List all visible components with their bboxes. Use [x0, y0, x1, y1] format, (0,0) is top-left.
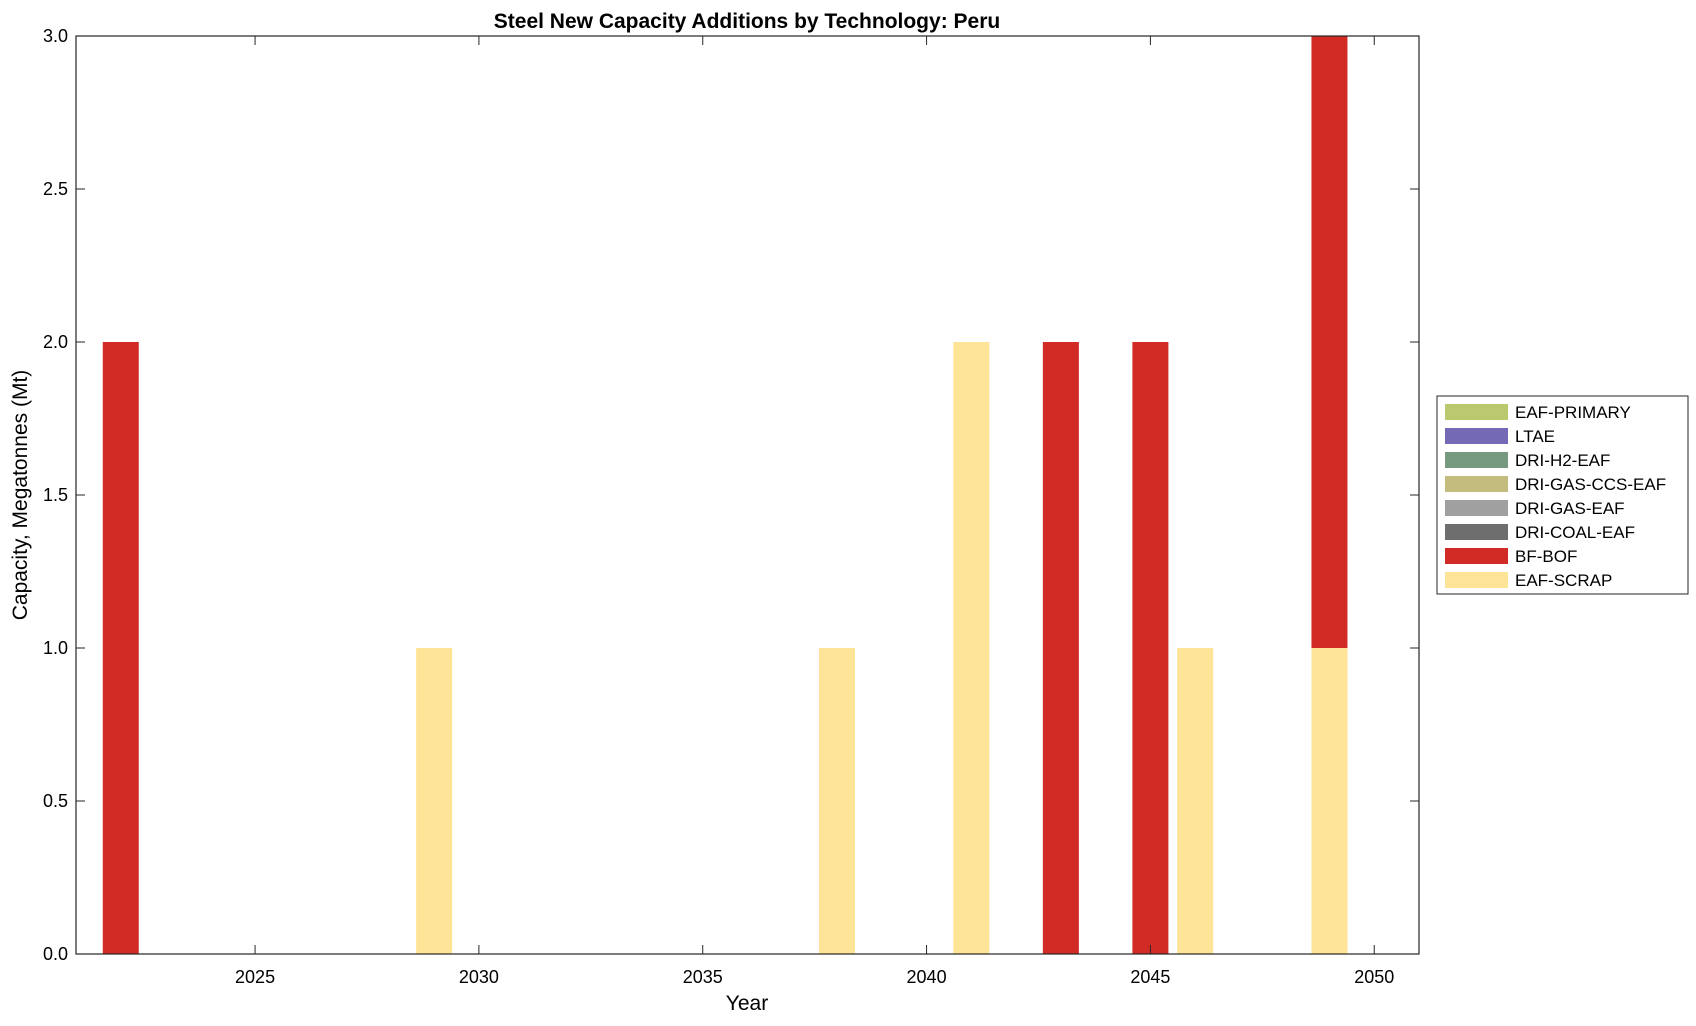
x-axis-label: Year [726, 992, 768, 1015]
legend-swatch-ltae [1445, 428, 1508, 444]
y-tick-label: 2.5 [43, 179, 68, 199]
bars-layer [102, 36, 1348, 954]
x-tick-label: 2030 [459, 967, 499, 987]
x-tick-label: 2025 [235, 967, 275, 987]
bar-eaf-scrap-2029 [416, 648, 453, 954]
legend-swatch-dri-coal-eaf [1445, 524, 1508, 540]
y-tick-label: 1.5 [43, 485, 68, 505]
bar-bf-bof-2049 [1311, 36, 1348, 648]
bar-bf-bof-2043 [1042, 342, 1079, 954]
y-tick-label: 0.0 [43, 944, 68, 964]
bar-eaf-scrap-2038 [819, 648, 856, 954]
legend-swatch-dri-gas-eaf [1445, 500, 1508, 516]
y-tick-label: 0.5 [43, 791, 68, 811]
bar-bf-bof-2045 [1132, 342, 1169, 954]
legend-label-dri-h2-eaf: DRI-H2-EAF [1515, 451, 1610, 470]
legend-swatch-bf-bof [1445, 548, 1508, 564]
y-tick-label: 2.0 [43, 332, 68, 352]
legend-label-eaf-scrap: EAF-SCRAP [1515, 571, 1612, 590]
legend-swatch-dri-h2-eaf [1445, 452, 1508, 468]
axis-ticks: 2025 2030 2035 2040 2045 2050 0.0 0.5 1.0 1.5 2.0 2… [43, 26, 1419, 987]
legend-swatch-dri-gas-ccs-eaf [1445, 476, 1508, 492]
chart-title: Steel New Capacity Additions by Technolo… [494, 10, 1000, 33]
legend-label-dri-coal-eaf: DRI-COAL-EAF [1515, 523, 1635, 542]
bar-eaf-scrap-2041 [953, 342, 990, 954]
legend-label-dri-gas-eaf: DRI-GAS-EAF [1515, 499, 1625, 518]
x-tick-label: 2045 [1130, 967, 1170, 987]
y-tick-label: 3.0 [43, 26, 68, 46]
bar-eaf-scrap-2046 [1177, 648, 1214, 954]
legend-label-eaf-primary: EAF-PRIMARY [1515, 403, 1631, 422]
legend: EAF-PRIMARY LTAE DRI-H2-EAF DRI-GAS-CCS-EAF… [1436, 395, 1689, 595]
legend-label-dri-gas-ccs-eaf: DRI-GAS-CCS-EAF [1515, 475, 1666, 494]
plot-area-frame [75, 35, 1420, 955]
x-tick-label: 2040 [907, 967, 947, 987]
bar-bf-bof-2022 [102, 342, 139, 954]
x-tick-label: 2035 [683, 967, 723, 987]
y-axis-label: Capacity, Megatonnes (Mt) [9, 370, 32, 621]
legend-items: EAF-PRIMARY LTAE DRI-H2-EAF DRI-GAS-CCS-EAF… [1445, 403, 1666, 590]
legend-swatch-eaf-primary [1445, 404, 1508, 420]
legend-label-ltae: LTAE [1515, 427, 1555, 446]
legend-swatch-eaf-scrap [1445, 572, 1508, 588]
legend-label-bf-bof: BF-BOF [1515, 547, 1577, 566]
bar-eaf-scrap-2049 [1311, 648, 1348, 954]
x-tick-label: 2050 [1354, 967, 1394, 987]
y-tick-label: 1.0 [43, 638, 68, 658]
